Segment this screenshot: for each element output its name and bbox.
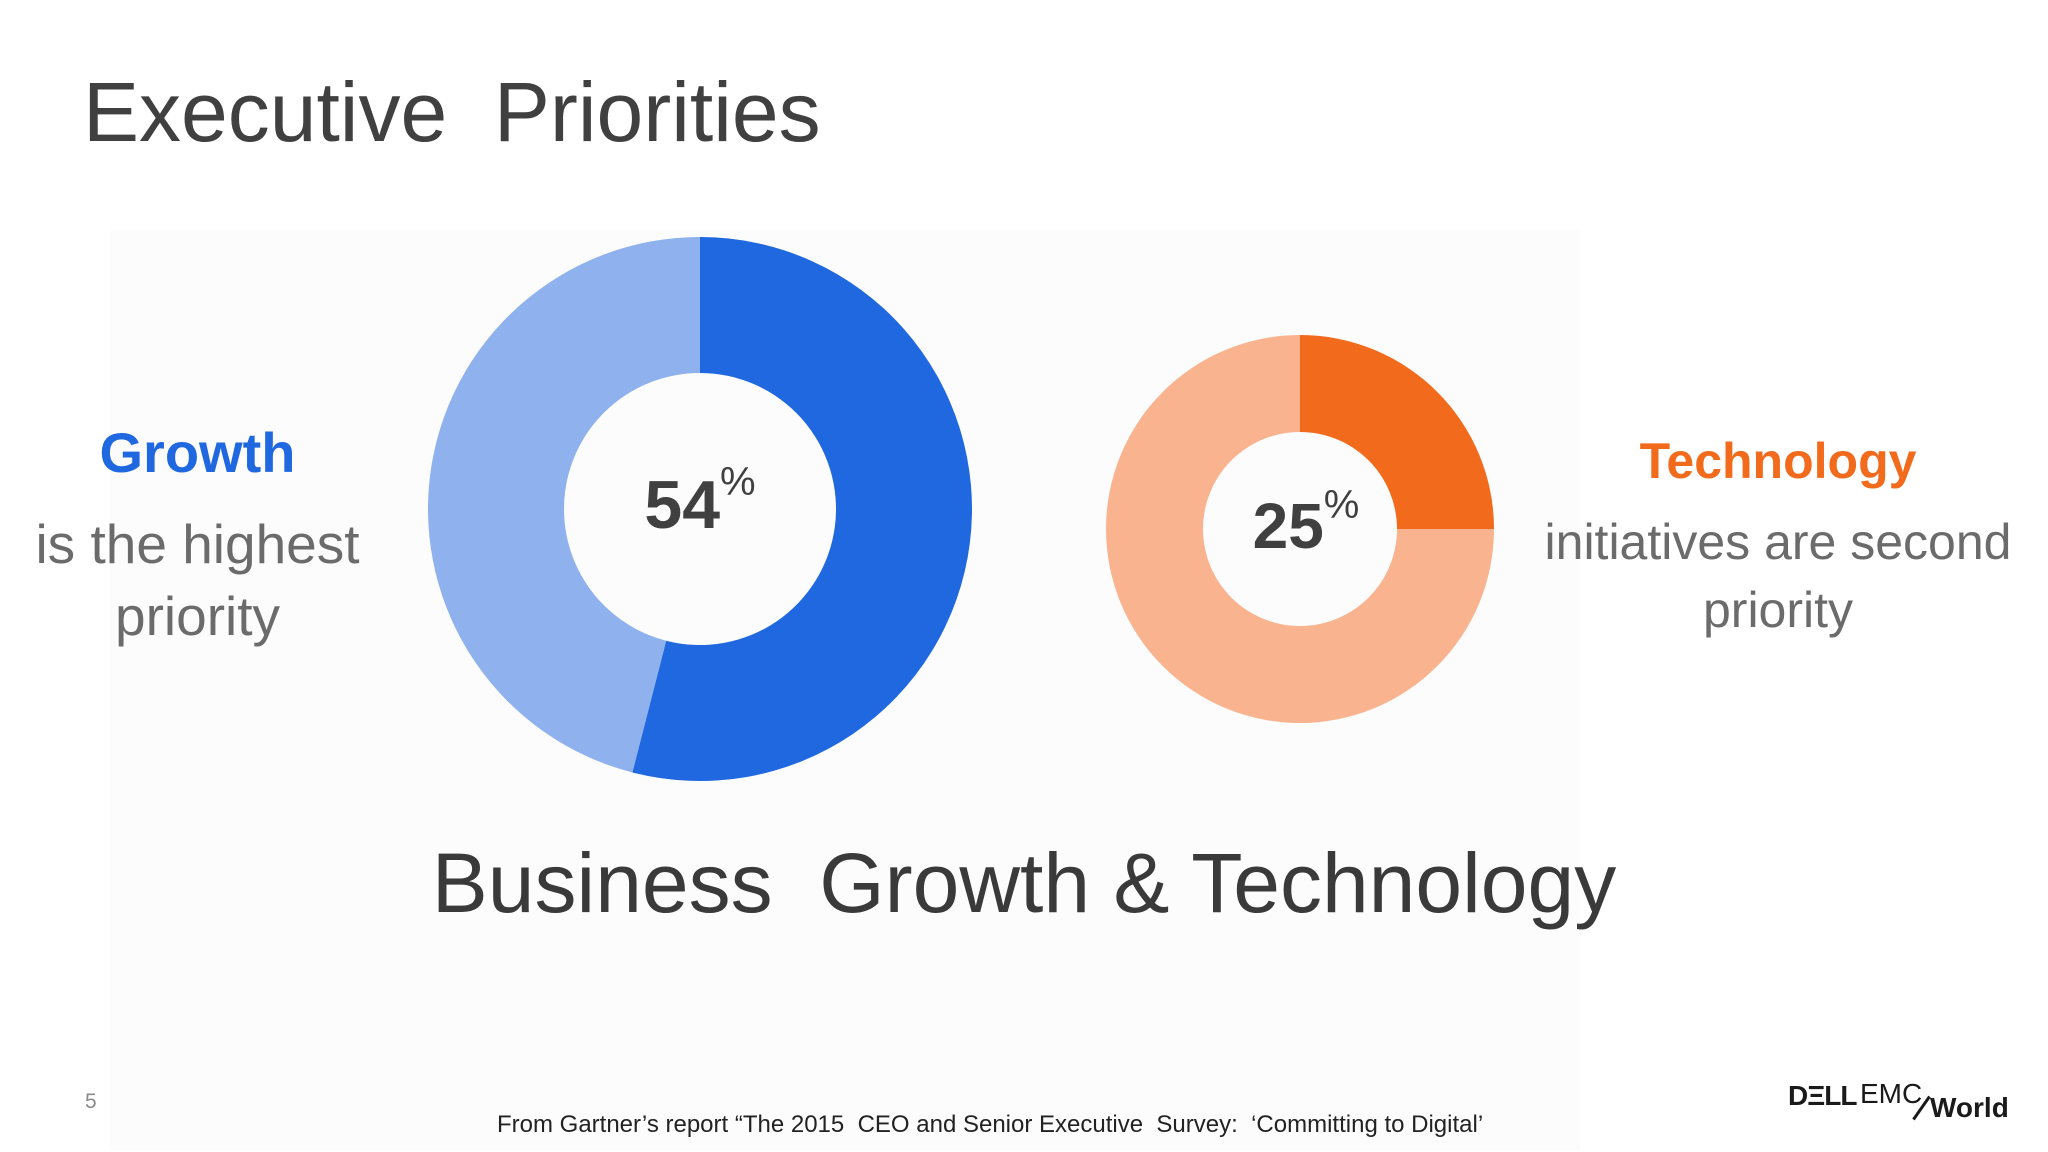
technology-description-line-2: priority xyxy=(1702,582,1854,638)
growth-percent-sign: % xyxy=(720,460,756,504)
technology-percent-sign: % xyxy=(1323,483,1360,527)
growth-slice-remainder xyxy=(428,237,700,773)
growth-heading: Growth xyxy=(99,421,296,484)
logo-emc-text: EMC xyxy=(1860,1078,1923,1109)
logo-dell-text: DΞLL xyxy=(1788,1080,1857,1111)
logo-world-text: World xyxy=(1930,1092,2009,1123)
technology-description-line-1: initiatives are second xyxy=(1544,514,2012,570)
growth-slice-highlight xyxy=(632,237,972,781)
slide-subtitle: Business Growth & Technology xyxy=(431,836,1617,930)
growth-description-line-2: priority xyxy=(114,585,281,647)
technology-heading: Technology xyxy=(1639,433,1917,489)
growth-description-line-1: is the highest xyxy=(35,513,360,575)
technology-donut xyxy=(1106,335,1494,723)
dell-emc-world-logo: DΞLL EMC World xyxy=(1788,1076,2009,1126)
growth-donut xyxy=(428,237,972,781)
source-footnote: From Gartner’s report “The 2015 CEO and … xyxy=(497,1111,1484,1138)
technology-percent-value: 25 xyxy=(1252,490,1324,562)
technology-description: initiatives are second priority xyxy=(1520,508,2036,644)
page-number: 5 xyxy=(85,1090,97,1113)
growth-description: is the highest priority xyxy=(0,508,395,652)
growth-donut-chart xyxy=(428,237,972,781)
page-title: Executive Priorities xyxy=(83,65,821,159)
growth-percent-value: 54 xyxy=(644,467,721,543)
technology-slice-highlight xyxy=(1300,335,1494,529)
technology-percent: 25% xyxy=(1252,483,1360,563)
technology-slice-remainder xyxy=(1106,335,1494,723)
technology-donut-chart xyxy=(1106,335,1494,723)
growth-percent: 54% xyxy=(644,460,755,544)
